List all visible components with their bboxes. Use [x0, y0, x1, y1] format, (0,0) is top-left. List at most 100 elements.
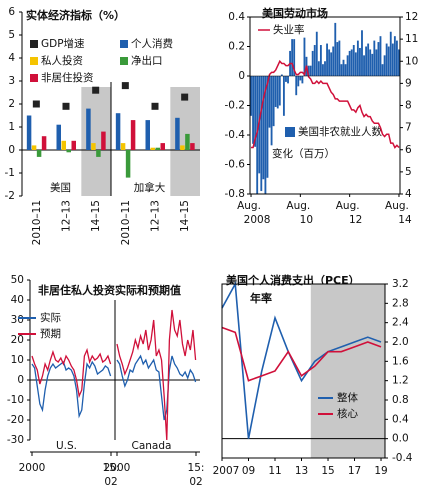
legend-label: 实际: [40, 311, 61, 324]
bar: [185, 133, 190, 150]
bar: [26, 115, 32, 150]
bar: [262, 76, 265, 180]
bar: [66, 150, 71, 153]
y-tick-label: -1: [5, 167, 15, 179]
bar: [381, 64, 384, 76]
group-label: 美国: [50, 181, 71, 194]
x-tick-label: 15: [321, 465, 334, 477]
panel-label: U.S.: [56, 440, 77, 452]
x-tick-label: 14–15: [179, 200, 191, 232]
bar: [301, 76, 304, 84]
bar: [297, 76, 300, 87]
legend-label: 美国非农就业人数变化（百万）: [272, 125, 382, 160]
bar: [363, 55, 365, 76]
bar: [293, 39, 296, 76]
bar: [264, 76, 267, 194]
x-tick-label: 2010–11: [31, 200, 43, 245]
bar: [352, 45, 355, 76]
plot-frame: [249, 16, 401, 195]
y-tick-label: 1: [8, 121, 15, 133]
legend-swatch: [30, 74, 38, 82]
bar: [344, 64, 347, 76]
bar: [274, 76, 277, 107]
y-tick-label: -10: [7, 394, 24, 406]
legend-label: 核心: [337, 407, 358, 420]
gdp-marker: [32, 100, 40, 108]
legend-label: 整体: [337, 391, 358, 404]
bar: [346, 55, 349, 76]
x-tick-label: 17: [348, 465, 361, 477]
legend-swatch: [120, 40, 128, 48]
bar: [291, 39, 294, 76]
bar: [315, 31, 318, 76]
legend-swatch: [30, 57, 38, 65]
bar: [272, 76, 275, 127]
gdp-marker: [92, 86, 100, 94]
bar: [145, 120, 150, 150]
bar: [190, 143, 195, 150]
bar: [101, 131, 106, 150]
bar: [319, 45, 322, 76]
x-tick-label: 2010–11: [120, 200, 132, 245]
bar: [254, 76, 257, 147]
x-tick-label: Aug. 12: [336, 200, 363, 226]
bar: [342, 59, 345, 76]
bar: [91, 143, 96, 150]
series-line: [221, 326, 382, 382]
gdp-marker: [121, 82, 129, 90]
y-tick-label: 4: [8, 52, 15, 64]
gdp-marker: [181, 93, 189, 101]
gdp-marker: [62, 102, 70, 110]
bar: [260, 76, 263, 192]
y-tick-label: -0.8: [225, 188, 246, 200]
bar: [361, 30, 363, 76]
x-tick-label: 15: 02: [103, 462, 120, 488]
bar: [350, 49, 353, 76]
y-tick-label: 0.4: [392, 413, 409, 425]
legend-label: 个人消费: [131, 37, 173, 50]
bar: [268, 76, 271, 128]
x-tick-label: 13: [295, 465, 308, 477]
bar: [160, 143, 165, 150]
y-tick-label: 9: [405, 77, 412, 89]
bar: [36, 150, 42, 157]
series-line: [116, 354, 197, 421]
bar: [96, 150, 101, 157]
bar: [334, 22, 337, 76]
x-tick-label: 2000: [19, 462, 46, 474]
legend-label: 非居住投资: [41, 71, 94, 84]
y-tick-label: 7: [405, 122, 412, 134]
y-tick-label: 2.0: [392, 336, 409, 348]
y-tick-label: 1.6: [392, 355, 409, 367]
bar: [317, 61, 320, 76]
chart-title: 美国劳动市场: [262, 6, 328, 20]
bar: [287, 76, 289, 84]
y-tick-label: -2: [5, 190, 15, 202]
x-tick-label: 14–15: [90, 200, 102, 232]
y-tick-label: 0.8: [392, 394, 409, 406]
y-tick-label: 10: [405, 55, 418, 67]
y-tick-label: -0.2: [225, 100, 246, 112]
bar: [326, 43, 328, 76]
legend-label: GDP增速: [41, 37, 85, 50]
x-tick-label: Aug. 14: [385, 200, 412, 226]
x-tick-label: 11: [268, 465, 281, 477]
y-tick-label: 20: [11, 334, 24, 346]
y-tick-label: 6: [8, 6, 15, 18]
bar: [389, 31, 392, 76]
panel-label: Canada: [132, 440, 172, 452]
bar: [338, 40, 341, 76]
y-tick-label: 0.4: [228, 11, 245, 23]
y-tick-label: 3: [8, 75, 15, 87]
y-tick-label: 11: [405, 33, 418, 45]
bar: [336, 42, 339, 76]
y-tick-label: 3.2: [392, 278, 409, 290]
bar: [391, 43, 394, 76]
bar: [398, 49, 400, 76]
bar: [395, 40, 398, 76]
series-line: [221, 281, 382, 439]
bar: [280, 74, 283, 76]
bar: [250, 76, 252, 116]
bar: [180, 145, 185, 150]
